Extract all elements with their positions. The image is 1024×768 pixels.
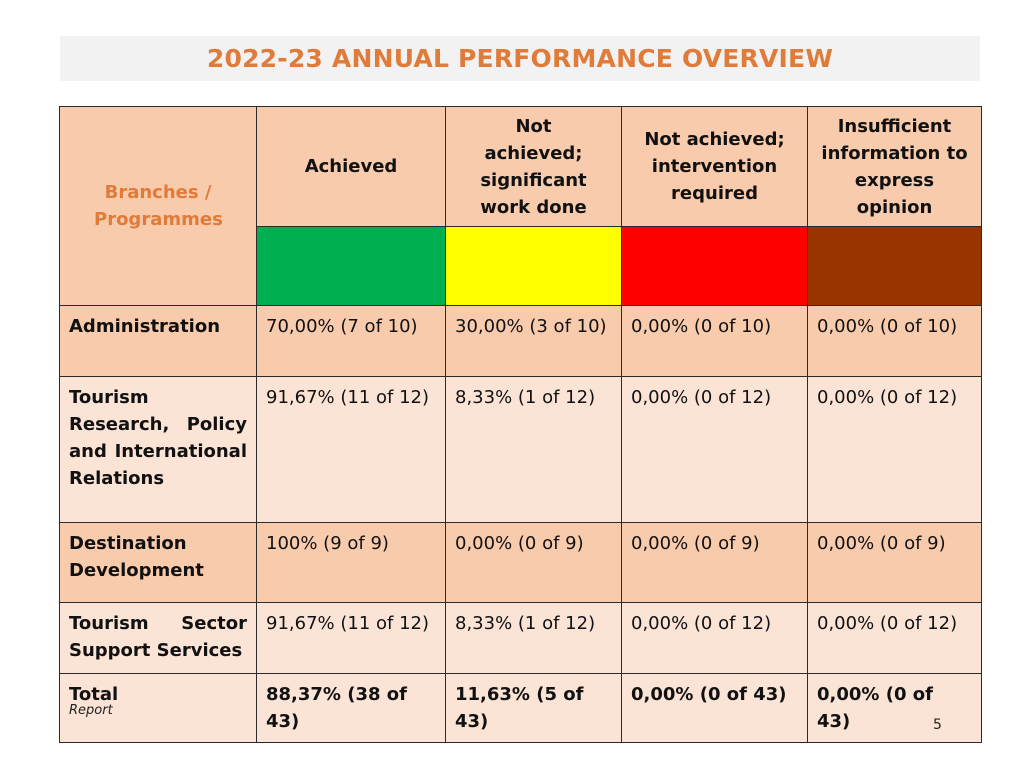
- page-title: 2022-23 ANNUAL PERFORMANCE OVERVIEW: [206, 44, 834, 73]
- work-done-cell: 8,33% (1 of 12): [445, 376, 622, 523]
- achieved-cell: 91,67% (11 of 12): [256, 602, 446, 674]
- row-name: Destination Development: [59, 522, 257, 603]
- header-row: Branches / Programmes Achieved Not achie…: [59, 106, 982, 306]
- achieved-cell: 70,00% (7 of 10): [256, 305, 446, 377]
- table-row: Destination Development 100% (9 of 9) 0,…: [59, 522, 982, 603]
- intervention-cell: 0,00% (0 of 12): [621, 376, 808, 523]
- work-done-cell: 30,00% (3 of 10): [445, 305, 622, 377]
- page-number: 5: [933, 717, 942, 733]
- footnote: Report: [69, 703, 113, 718]
- total-insufficient-cell: 0,00% (0 of 43): [807, 673, 982, 743]
- total-intervention-cell: 0,00% (0 of 43): [621, 673, 808, 743]
- branches-header: Branches / Programmes: [59, 106, 257, 306]
- status-color-row: [60, 226, 982, 306]
- insufficient-cell: 0,00% (0 of 10): [807, 305, 982, 377]
- row-name: Tourism Research, Policy and Internation…: [59, 376, 257, 523]
- table-row: Tourism Research, Policy and Internation…: [59, 376, 982, 523]
- work-done-cell: 8,33% (1 of 12): [445, 602, 622, 674]
- insufficient-cell: 0,00% (0 of 12): [807, 602, 982, 674]
- total-label: Total: [59, 673, 257, 743]
- not-achieved-work-header: Not achieved; significant work done: [445, 106, 622, 227]
- insufficient-cell: 0,00% (0 of 9): [807, 522, 982, 603]
- row-name: Tourism Sector Support Services: [59, 602, 257, 674]
- title-bar: 2022-23 ANNUAL PERFORMANCE OVERVIEW: [60, 36, 980, 81]
- intervention-cell: 0,00% (0 of 9): [621, 522, 808, 603]
- achieved-cell: 100% (9 of 9): [256, 522, 446, 603]
- performance-table: Branches / Programmes Achieved Not achie…: [59, 106, 982, 743]
- table-row: Administration 70,00% (7 of 10) 30,00% (…: [59, 305, 982, 377]
- insufficient-cell: 0,00% (0 of 12): [807, 376, 982, 523]
- achieved-cell: 91,67% (11 of 12): [256, 376, 446, 523]
- achieved-header: Achieved: [256, 106, 446, 227]
- insufficient-header: Insufficient information to express opin…: [807, 106, 982, 227]
- intervention-cell: 0,00% (0 of 12): [621, 602, 808, 674]
- total-achieved-cell: 88,37% (38 of 43): [256, 673, 446, 743]
- achieved-color-swatch: [256, 226, 446, 306]
- row-name: Administration: [59, 305, 257, 377]
- insufficient-color-swatch: [807, 226, 982, 306]
- total-work-done-cell: 11,63% (5 of 43): [445, 673, 622, 743]
- work-done-color-swatch: [445, 226, 622, 306]
- not-achieved-intervention-header: Not achieved; intervention required: [621, 106, 808, 227]
- work-done-cell: 0,00% (0 of 9): [445, 522, 622, 603]
- intervention-color-swatch: [621, 226, 808, 306]
- table-row: Tourism Sector Support Services 91,67% (…: [59, 602, 982, 674]
- total-row: Total 88,37% (38 of 43) 11,63% (5 of 43)…: [59, 673, 982, 743]
- intervention-cell: 0,00% (0 of 10): [621, 305, 808, 377]
